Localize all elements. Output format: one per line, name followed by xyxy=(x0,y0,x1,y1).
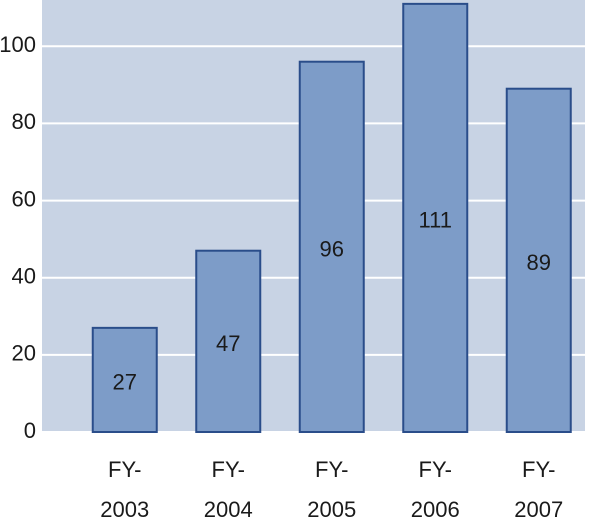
value-label: 47 xyxy=(216,331,240,356)
x-tick-label: FY- 2007 xyxy=(514,457,564,522)
y-tick-label: 100 xyxy=(0,32,36,57)
x-tick-label: FY- 2003 xyxy=(100,457,150,522)
x-tick-label: FY- 2005 xyxy=(307,457,357,522)
value-label: 89 xyxy=(527,250,551,275)
y-tick-label: 40 xyxy=(12,264,36,289)
value-label: 111 xyxy=(419,208,452,233)
value-label: 96 xyxy=(320,237,344,262)
x-tick-label: FY- 2004 xyxy=(203,457,253,522)
bar xyxy=(195,249,262,433)
x-tick-label: FY- 2006 xyxy=(410,457,460,522)
bar xyxy=(298,60,365,433)
value-label: 27 xyxy=(113,370,137,395)
bar xyxy=(91,326,158,434)
y-tick-label: 80 xyxy=(12,109,36,134)
y-tick-label: 0 xyxy=(24,418,36,443)
bar xyxy=(505,87,572,433)
y-tick-label: 20 xyxy=(12,341,36,366)
y-tick-label: 60 xyxy=(12,186,36,211)
bar xyxy=(402,2,469,433)
